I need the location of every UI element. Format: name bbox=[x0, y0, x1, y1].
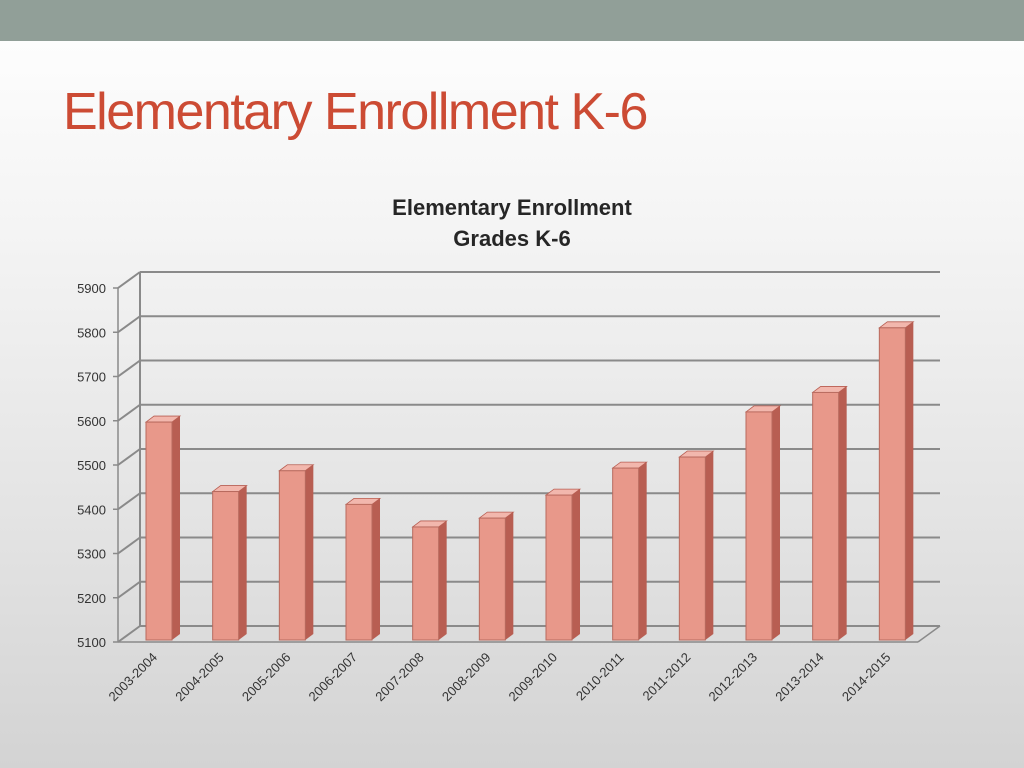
bar-2003-2004 bbox=[144, 415, 182, 641]
gridlines bbox=[117, 271, 940, 643]
x-tick-label: 2005-2006 bbox=[239, 650, 294, 705]
gridline-side bbox=[117, 403, 141, 422]
x-tick-label: 2006-2007 bbox=[306, 650, 361, 705]
bar-front bbox=[812, 391, 840, 641]
y-tick-label: 5200 bbox=[77, 591, 106, 606]
x-tick-label: 2014-2015 bbox=[839, 650, 894, 705]
floor-edge bbox=[917, 625, 941, 643]
gridline-side bbox=[117, 448, 141, 466]
y-tick-label: 5100 bbox=[77, 635, 106, 650]
axes bbox=[113, 287, 941, 643]
bar-front bbox=[878, 327, 906, 641]
x-tick-label: 2011-2012 bbox=[640, 650, 694, 704]
y-tick-label: 5700 bbox=[77, 370, 106, 385]
bar-front bbox=[612, 467, 640, 641]
bar-2014-2015 bbox=[878, 321, 915, 641]
bar-side bbox=[505, 512, 514, 640]
x-tick-labels: 2003-2004 2004-2005 2005-2006 2006-2007 2007… bbox=[106, 650, 894, 705]
y-tick-label: 5800 bbox=[77, 325, 106, 340]
bar-front bbox=[212, 491, 240, 641]
bars bbox=[144, 321, 915, 641]
x-tick-label: 2007-2008 bbox=[372, 650, 427, 705]
bar-front bbox=[278, 470, 306, 641]
bar-side bbox=[572, 489, 580, 640]
bar-front bbox=[145, 421, 173, 641]
top-band bbox=[0, 0, 1024, 41]
bar-2005-2006 bbox=[278, 464, 315, 641]
bar-2011-2012 bbox=[678, 450, 715, 641]
gridline-side bbox=[117, 271, 141, 289]
bar-side bbox=[638, 462, 647, 640]
bar-2008-2009 bbox=[478, 511, 515, 641]
bar-2006-2007 bbox=[344, 497, 382, 641]
bar-side bbox=[372, 498, 380, 640]
gridline-side bbox=[117, 625, 141, 643]
bar-side bbox=[238, 485, 247, 640]
bar-front bbox=[678, 456, 706, 641]
bar-2013-2014 bbox=[811, 386, 848, 641]
x-tick-label: 2010-2011 bbox=[573, 650, 627, 704]
bar-front bbox=[545, 494, 573, 641]
y-tick-label: 5900 bbox=[77, 281, 106, 296]
x-tick-label: 2008-2009 bbox=[439, 650, 494, 705]
y-tick-label: 5500 bbox=[77, 458, 106, 473]
bar-side bbox=[905, 321, 914, 640]
x-tick-label: 2004-2005 bbox=[172, 650, 227, 705]
bar-2010-2011 bbox=[611, 461, 648, 641]
bar-front bbox=[412, 526, 440, 641]
chart-title-line-2: Grades K-6 bbox=[453, 226, 571, 251]
bar-2009-2010 bbox=[544, 488, 582, 641]
bar-front bbox=[478, 517, 506, 641]
x-tick-label: 2003-2004 bbox=[106, 650, 161, 705]
y-tick-labels: 5100 5200 5300 5400 5500 5600 5700 5800 5900 bbox=[77, 281, 106, 650]
x-tick-label: 2009-2010 bbox=[506, 650, 561, 705]
x-tick-label: 2012-2013 bbox=[706, 650, 761, 705]
chart-title-line-1: Elementary Enrollment bbox=[392, 195, 632, 220]
gridline-side bbox=[117, 536, 141, 555]
bar-side bbox=[172, 416, 180, 640]
bar-2007-2008 bbox=[411, 520, 448, 641]
bar-side bbox=[438, 520, 447, 640]
bar-side bbox=[705, 451, 714, 640]
gridline-side bbox=[117, 580, 141, 599]
bar-side bbox=[305, 464, 314, 640]
bar-side bbox=[772, 405, 780, 640]
bar-2012-2013 bbox=[744, 405, 782, 641]
x-tick-label: 2013-2014 bbox=[772, 650, 827, 705]
y-tick-label: 5600 bbox=[77, 414, 106, 429]
bar-side bbox=[838, 386, 847, 640]
slide-title: Elementary Enrollment K-6 bbox=[63, 83, 648, 141]
y-tick-label: 5300 bbox=[77, 547, 106, 562]
gridline-side bbox=[117, 359, 141, 378]
bar-2004-2005 bbox=[211, 485, 248, 641]
bar-front bbox=[745, 411, 773, 641]
bar-front bbox=[345, 503, 373, 641]
gridline-side bbox=[117, 315, 141, 334]
gridline-side bbox=[117, 492, 141, 511]
y-tick-label: 5400 bbox=[77, 502, 106, 517]
chart-title: Elementary Enrollment Grades K-6 bbox=[312, 192, 712, 254]
